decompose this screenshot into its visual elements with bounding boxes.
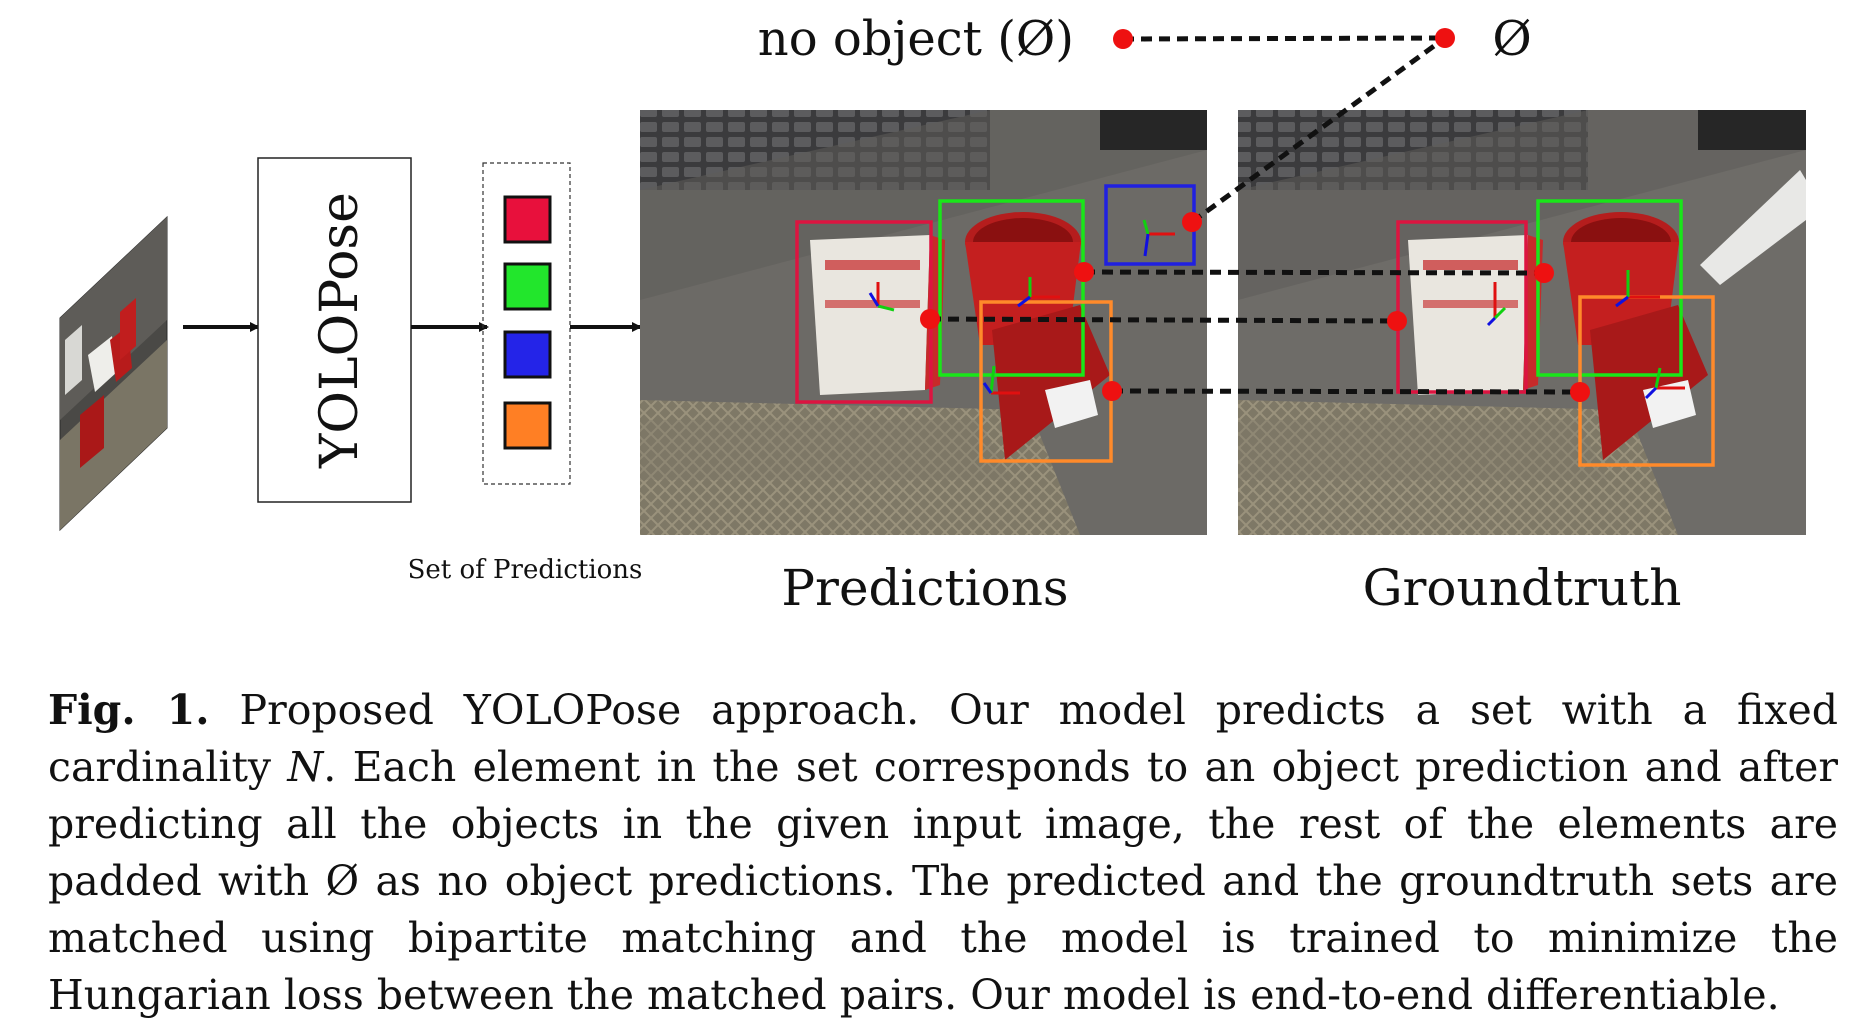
prediction-set-container [482,162,571,485]
match-dot [1074,262,1094,282]
match-dot [1387,311,1407,331]
figure-diagram: YOLOPose Set of Predictions [59,11,1806,617]
groundtruth-label: Groundtruth [1363,559,1682,617]
matching-dots [920,28,1590,402]
input-image [59,215,168,532]
caption-text-1: Proposed YOLOPose approach. Our model pr… [48,686,1839,791]
yolopose-label: YOLOPose [310,192,370,469]
yolopose-box [257,157,412,503]
match-dot [1113,29,1133,49]
caption-math-n: N [287,743,324,791]
set-element-orange [503,401,552,450]
no-object-label: no object (Ø) [758,11,1074,67]
groundtruth-image [1238,110,1806,535]
pred-box-b [938,199,1085,377]
gt-pose-axes [1486,270,1685,400]
match-dot [1570,382,1590,402]
empty-set-symbol: Ø [1492,11,1531,67]
set-element-red [503,195,552,244]
set-element-green [503,262,552,311]
set-element-blue [503,330,552,379]
caption-label: Fig. 1. [48,686,210,734]
pred-pose-axes [868,219,1175,395]
match-dot [1435,28,1455,48]
matching-lines [929,35,1581,395]
match-dot [920,309,940,329]
predictions-label: Predictions [781,559,1068,617]
gt-box-b [1536,199,1683,377]
match-dot [1102,381,1122,401]
figure-caption: Fig. 1. Proposed YOLOPose approach. Our … [48,682,1838,1024]
caption-text-2: . Each element in the set corresponds to… [48,743,1838,1019]
set-of-predictions-label: Set of Predictions [408,555,643,585]
match-dot [1534,263,1554,283]
match-dot [1182,212,1202,232]
